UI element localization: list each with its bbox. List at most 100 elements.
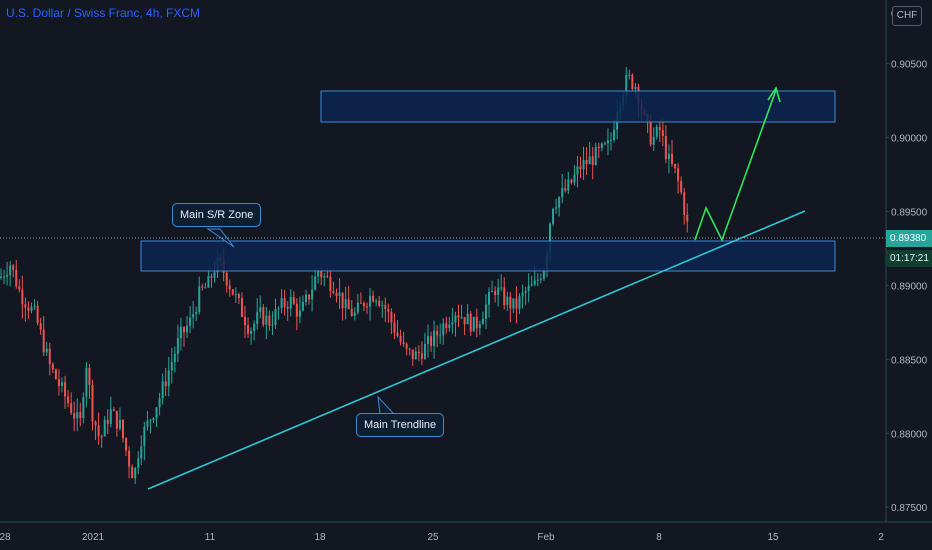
candle-body: [655, 126, 658, 137]
candle-body: [521, 292, 524, 297]
candle-body: [497, 287, 500, 296]
candle-body: [533, 280, 536, 285]
time-tick-label: 18: [314, 532, 326, 543]
candle-body: [344, 299, 347, 309]
candle-body: [677, 168, 680, 181]
candle-body: [115, 410, 118, 429]
candle-body: [91, 384, 94, 422]
candle-body: [585, 160, 588, 165]
candle-body: [207, 276, 210, 288]
price-tick-label: 0.89000: [891, 281, 928, 292]
candle-body: [570, 179, 573, 183]
main-trendline[interactable]: [147, 210, 806, 490]
candle-body: [112, 409, 115, 411]
candle-body: [442, 323, 445, 336]
candle-body: [128, 450, 131, 467]
candle-body: [231, 289, 234, 295]
candle-body: [359, 302, 362, 304]
candle-body: [460, 317, 463, 319]
candle-body: [491, 291, 494, 293]
candle-body: [189, 317, 192, 326]
projection-arrowhead: [767, 86, 781, 103]
sr-zone-lower[interactable]: [140, 240, 836, 272]
candle-body: [667, 153, 670, 160]
candle-body: [250, 330, 253, 334]
candle-body: [48, 348, 51, 365]
candle-body: [445, 323, 448, 329]
candle-body: [597, 146, 600, 149]
candle-body: [536, 279, 539, 281]
candle-body: [85, 367, 88, 398]
candle-body: [143, 426, 146, 447]
candle-body: [158, 398, 161, 408]
candle-body: [606, 140, 609, 144]
candle-body: [436, 330, 439, 336]
candle-body: [402, 342, 405, 344]
zone-callout[interactable]: Main S/R Zone: [172, 203, 262, 227]
candle-body: [564, 188, 567, 191]
candle-body: [539, 278, 542, 280]
candle-body: [433, 330, 436, 347]
candle-body: [372, 295, 375, 302]
candle-body: [408, 348, 411, 350]
candle-body: [298, 310, 301, 317]
time-tick-label: 2: [878, 532, 884, 543]
candle-body: [308, 294, 311, 300]
candle-body: [164, 381, 167, 387]
candle-body: [588, 156, 591, 165]
projection-path[interactable]: [694, 89, 777, 243]
candle-body: [131, 466, 134, 479]
candle-body: [512, 298, 515, 309]
candle-body: [494, 291, 497, 296]
candle-body: [283, 298, 286, 308]
candle-body: [579, 166, 582, 170]
candle-body: [253, 323, 256, 331]
candle-body: [649, 120, 652, 145]
candle-body: [414, 351, 417, 360]
candle-body: [341, 292, 344, 309]
candle-body: [378, 300, 381, 306]
candle-body: [192, 314, 195, 318]
candle-body: [122, 419, 124, 439]
trendline-callout[interactable]: Main Trendline: [356, 413, 445, 437]
candle-body: [466, 313, 469, 325]
candle-body: [301, 301, 304, 311]
candle-body: [366, 306, 368, 308]
candle-body: [57, 379, 60, 386]
candle-body: [167, 370, 170, 387]
candle-body: [686, 214, 689, 222]
candle-body: [42, 329, 45, 353]
sr-zone-upper[interactable]: [320, 90, 836, 123]
candle-body: [353, 312, 356, 316]
candle-body: [6, 274, 9, 277]
candle-body: [481, 318, 484, 325]
candle-body: [503, 287, 506, 306]
candle-body: [210, 276, 213, 278]
candle-body: [472, 316, 475, 332]
candle-body: [149, 419, 152, 421]
candle-body: [671, 153, 673, 164]
candle-body: [329, 276, 332, 291]
candle-body: [155, 407, 158, 419]
candle-body: [484, 304, 487, 319]
candle-body: [478, 324, 481, 329]
candle-body: [286, 307, 289, 309]
candle-body: [448, 324, 451, 329]
candle-body: [64, 382, 67, 397]
candle-body: [362, 303, 365, 307]
time-tick-label: Feb: [537, 532, 555, 543]
time-tick-label: 2021: [82, 532, 105, 543]
price-tick-label: 0.88500: [891, 355, 928, 366]
candle-body: [603, 143, 606, 145]
currency-badge[interactable]: CHF: [892, 6, 922, 26]
candle-body: [457, 315, 460, 318]
candle-body: [76, 412, 79, 419]
candle-body: [375, 300, 378, 302]
candle-body: [103, 419, 106, 437]
candle-body: [240, 298, 243, 317]
candle-body: [146, 420, 149, 427]
candle-body: [463, 317, 466, 325]
time-tick-label: 15: [767, 532, 779, 543]
candle-body: [323, 276, 326, 278]
